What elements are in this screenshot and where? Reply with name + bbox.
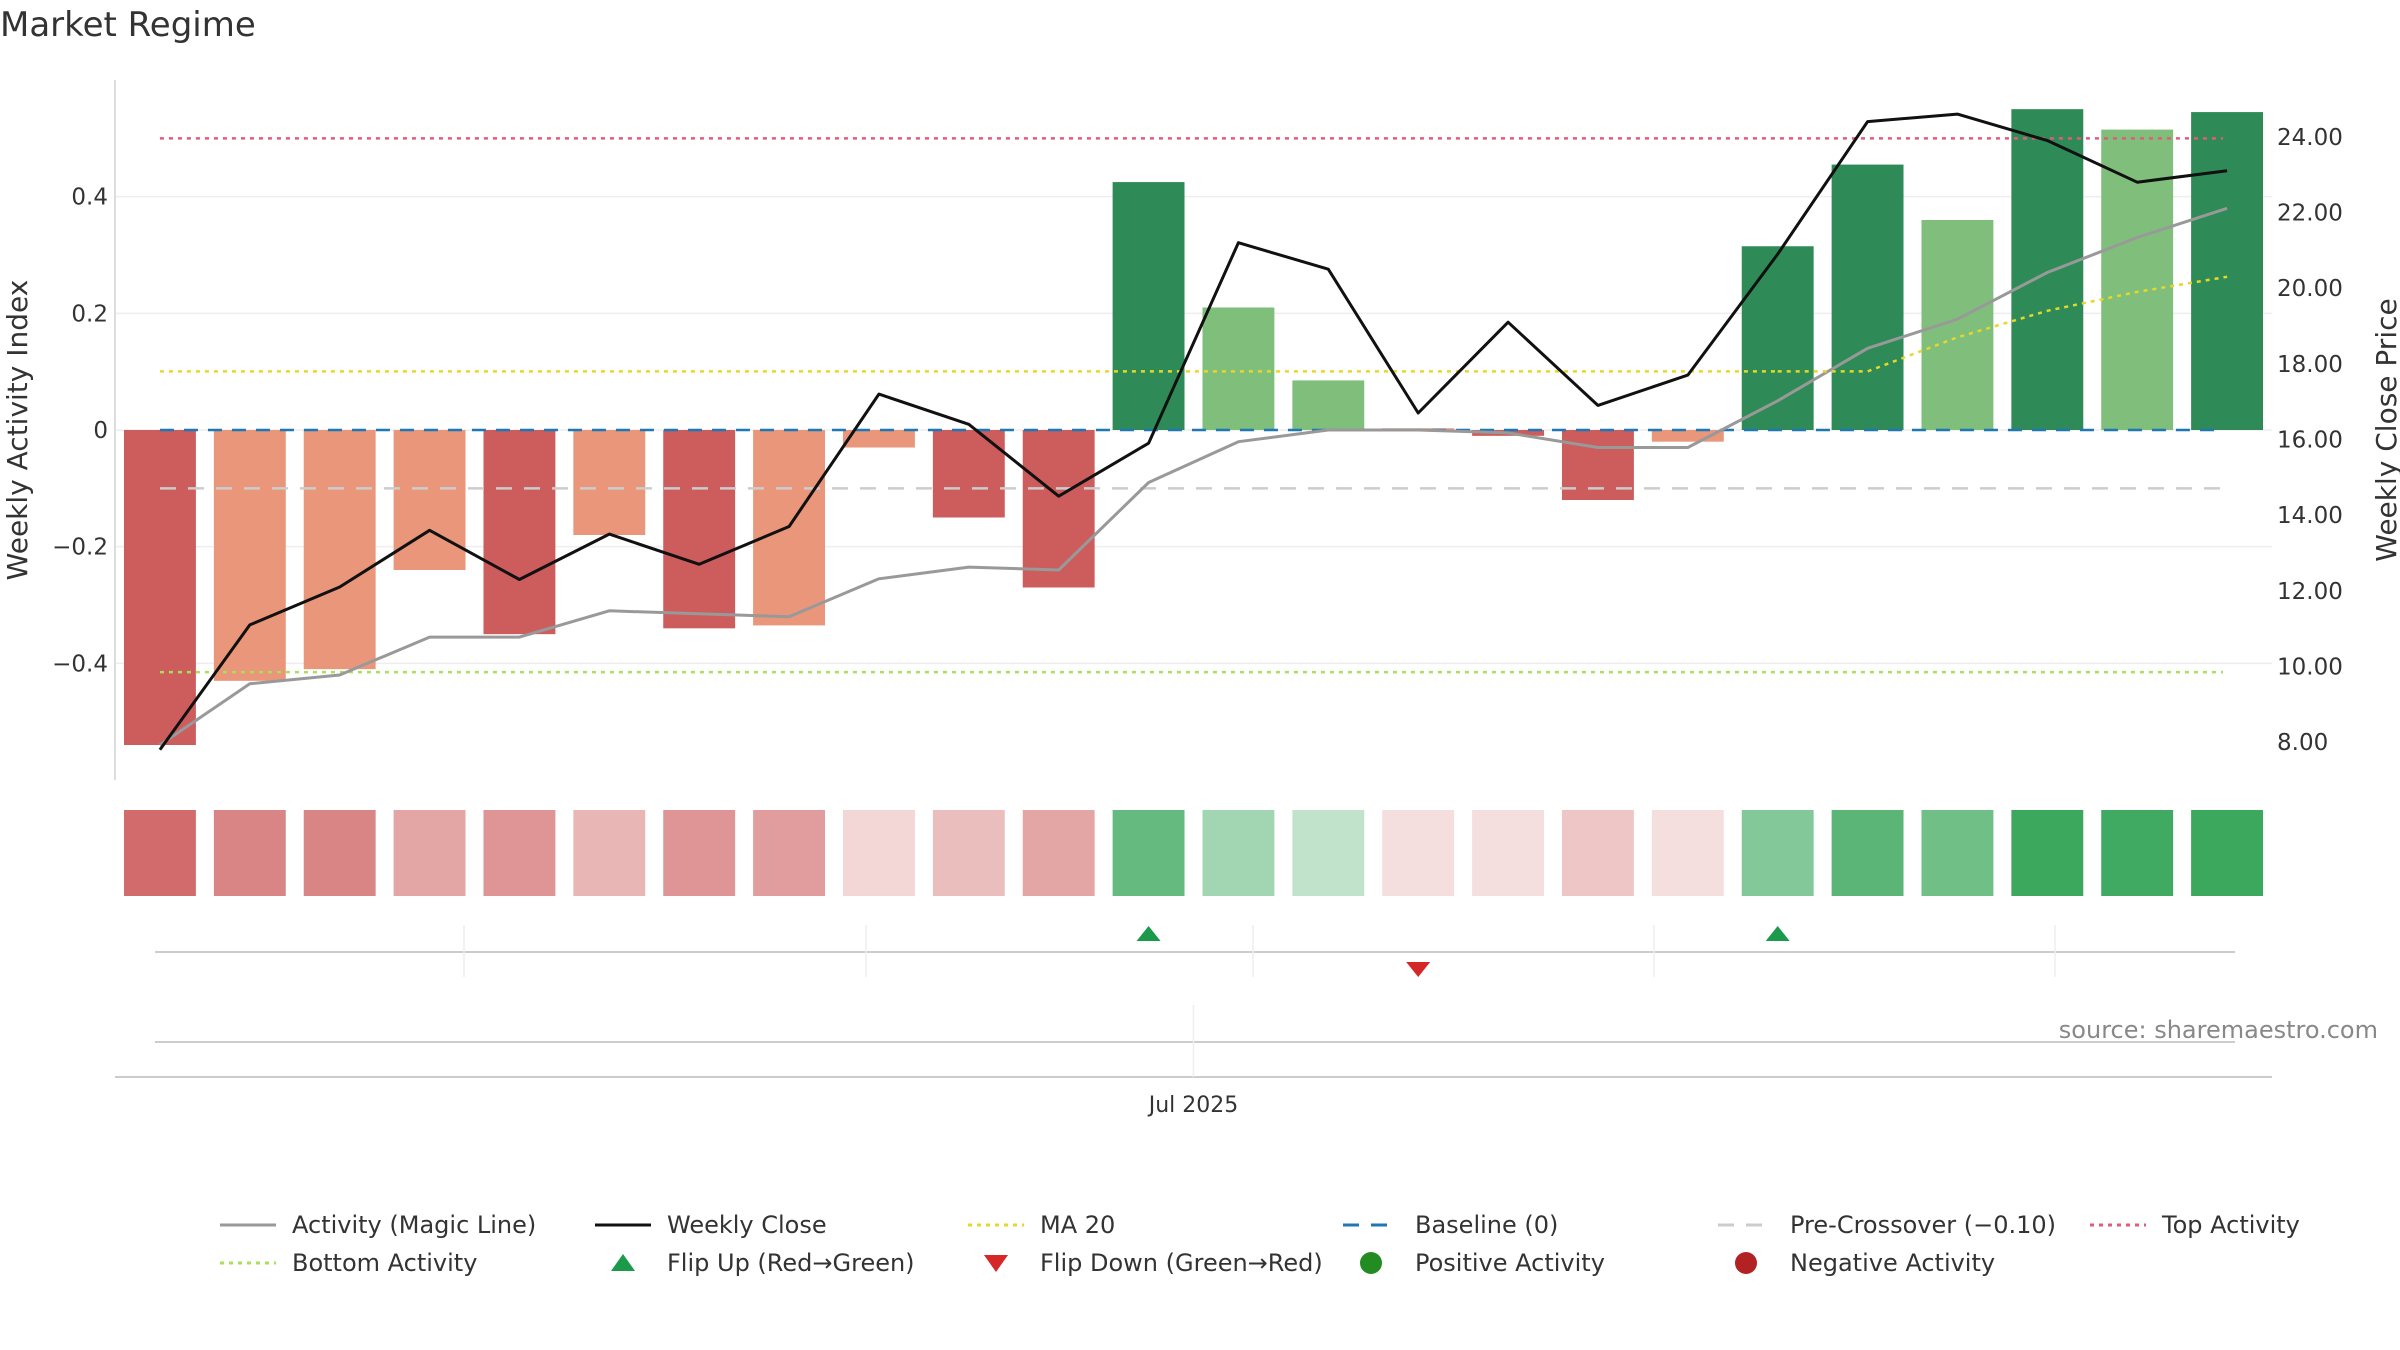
legend-label: Pre-Crossover (−0.10) [1790, 1211, 2056, 1239]
date-axis-panel: Jul 2025 [115, 1005, 2272, 1118]
legend-item: Activity (Magic Line) [220, 1211, 536, 1239]
y2-tick-label: 14.00 [2277, 503, 2343, 529]
activity-bar [393, 430, 466, 570]
activity-bar [1921, 220, 1994, 430]
legend-swatch [1360, 1252, 1382, 1274]
legend-item: Flip Down (Green→Red) [984, 1249, 1323, 1277]
activity-bar [483, 430, 556, 635]
legend-swatch [984, 1255, 1008, 1272]
y-tick-label: −0.4 [52, 651, 108, 677]
heat-strip-cell [573, 810, 646, 896]
activity-bar [842, 430, 915, 448]
heat-strip-cell [2011, 810, 2084, 896]
heat-strip-cell [1921, 810, 1994, 896]
heat-strip-cell [213, 810, 286, 896]
y2-tick-label: 24.00 [2277, 125, 2343, 151]
legend-item: Bottom Activity [220, 1249, 477, 1277]
legend-label: Flip Up (Red→Green) [667, 1249, 915, 1277]
heat-strip-cell [1292, 810, 1365, 896]
legend-label: Activity (Magic Line) [292, 1211, 536, 1239]
legend-item: Positive Activity [1360, 1249, 1605, 1277]
flip-marker-panel [155, 925, 2235, 977]
y2-axis-label: Weekly Close Price [2370, 298, 2400, 561]
y2-tick-label: 8.00 [2277, 730, 2328, 756]
y-tick-label: 0 [93, 418, 108, 444]
legend-label: Top Activity [2161, 1211, 2300, 1239]
activity-bar [2011, 109, 2084, 431]
heat-strip-cell [1472, 810, 1545, 896]
activity-bar [2101, 129, 2174, 431]
chart-title: Market Regime [0, 5, 256, 45]
legend-label: Negative Activity [1790, 1249, 1995, 1277]
legend-label: MA 20 [1040, 1211, 1115, 1239]
heat-strip-cell [393, 810, 466, 896]
y2-tick-label: 20.00 [2277, 276, 2343, 302]
y-axis-label: Weekly Activity Index [1, 280, 34, 581]
legend-item: Weekly Close [595, 1211, 827, 1239]
y-tick-label: 0.2 [71, 301, 108, 327]
activity-bar [1022, 430, 1095, 588]
flip-down-marker [1406, 962, 1431, 977]
legend-item: Negative Activity [1735, 1249, 1995, 1277]
y2-tick-label: 18.00 [2277, 352, 2343, 378]
activity-bar [1831, 164, 1904, 431]
y-tick-label: −0.2 [52, 535, 108, 561]
y2-tick-label: 22.00 [2277, 200, 2343, 226]
heat-strip-cell [483, 810, 556, 896]
heat-strip-cell [1202, 810, 1275, 896]
legend-label: Positive Activity [1415, 1249, 1605, 1277]
activity-bar [1202, 307, 1275, 430]
flip-up-marker [1765, 926, 1790, 941]
heat-strip-cell [2191, 810, 2264, 896]
legend-item: Baseline (0) [1343, 1211, 1558, 1239]
legend-label: Flip Down (Green→Red) [1040, 1249, 1323, 1277]
x-tick-label: Jul 2025 [1147, 1093, 1239, 1118]
heat-strip-cell [842, 810, 915, 896]
ma20-line [1777, 275, 2228, 373]
legend-label: Baseline (0) [1415, 1211, 1558, 1239]
y-tick-label: 0.4 [71, 185, 108, 211]
flip-up-marker [1136, 926, 1161, 941]
activity-bar [573, 430, 646, 535]
heat-strip-cell [1561, 810, 1634, 896]
legend: Activity (Magic Line) Weekly Close MA 20 Ba… [220, 1211, 2300, 1277]
legend-label: Weekly Close [667, 1211, 827, 1239]
legend-item: Top Activity [2090, 1211, 2300, 1239]
activity-bar [1292, 380, 1365, 430]
heat-strip-cell [1112, 810, 1185, 896]
heat-strip-cell [123, 810, 196, 896]
legend-label: Bottom Activity [292, 1249, 477, 1277]
y2-tick-label: 16.00 [2277, 427, 2343, 453]
heat-strip-cell [932, 810, 1005, 896]
activity-bar [213, 430, 286, 681]
activity-bar [1112, 182, 1185, 430]
source-label: source: sharemaestro.com [2059, 1016, 2378, 1044]
legend-item: MA 20 [968, 1211, 1115, 1239]
heat-strip-cell [1831, 810, 1904, 896]
activity-bar [303, 430, 376, 670]
heat-strip-cell [303, 810, 376, 896]
activity-bar [663, 430, 736, 629]
heat-strip-cell [1741, 810, 1814, 896]
legend-item: Flip Up (Red→Green) [611, 1249, 915, 1277]
heat-strip-cell [2101, 810, 2174, 896]
activity-bar [2191, 112, 2264, 430]
weekly-close-line [158, 112, 2228, 751]
heat-strip-cell [663, 810, 736, 896]
magic-line [159, 206, 2228, 747]
activity-bar [1651, 430, 1724, 442]
heat-strip-cell [1651, 810, 1724, 896]
y2-tick-label: 12.00 [2277, 579, 2343, 605]
main-panel: 0.4 0.2 0 −0.2 −0.4 24.00 22.00 20.00 18.00 16.00… [1, 80, 2400, 780]
heat-strip-cell [753, 810, 826, 896]
heat-strip-cell [1382, 810, 1455, 896]
legend-item: Pre-Crossover (−0.10) [1718, 1211, 2056, 1239]
activity-bar [123, 430, 196, 745]
legend-swatch [611, 1254, 635, 1271]
heat-strip-cell [1022, 810, 1095, 896]
activity-heat-strip [123, 810, 2264, 896]
y2-tick-label: 10.00 [2277, 654, 2343, 680]
legend-swatch [1735, 1252, 1757, 1274]
